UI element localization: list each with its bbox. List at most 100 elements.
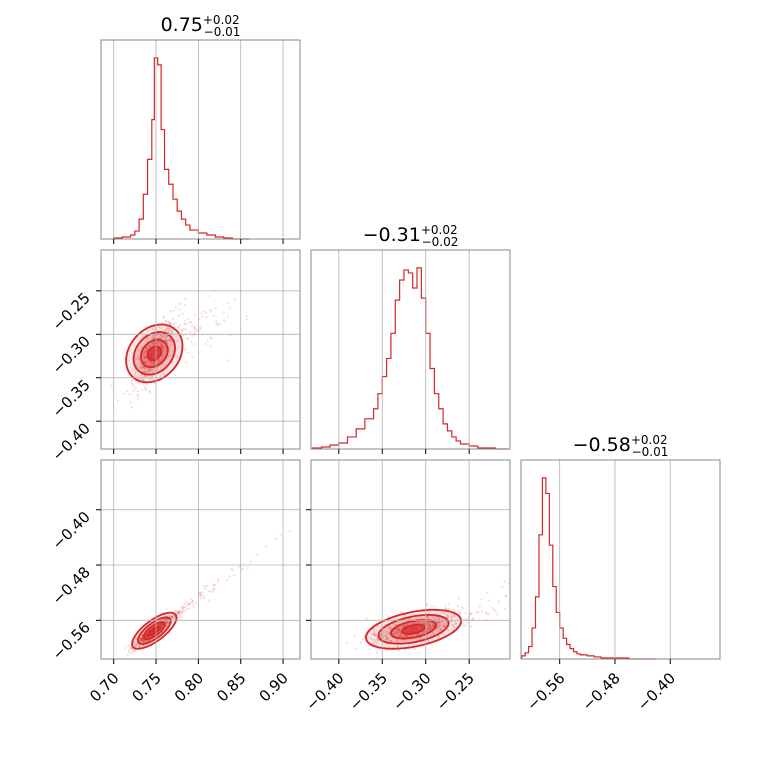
sample-point — [432, 625, 435, 628]
sample-point — [436, 628, 439, 631]
sample-point — [429, 625, 432, 628]
panel-frame-1-1 — [310, 249, 511, 450]
sample-point — [426, 623, 429, 627]
sample-point — [135, 641, 138, 645]
sample-point — [436, 626, 439, 629]
sample-point — [409, 638, 412, 641]
sample-point — [138, 638, 141, 641]
sample-point — [129, 401, 132, 404]
sample-point — [142, 644, 145, 647]
sample-point — [152, 369, 155, 372]
sample-point — [138, 358, 141, 361]
sample-point — [171, 614, 174, 617]
sample-point — [150, 364, 153, 367]
sample-point — [168, 338, 171, 341]
sample-point — [404, 639, 407, 642]
sample-point — [443, 607, 446, 611]
sample-point — [157, 359, 160, 362]
sample-point — [427, 627, 430, 630]
sample-point — [432, 633, 435, 636]
sample-point — [406, 623, 409, 626]
sample-point — [148, 368, 151, 371]
sample-point — [165, 340, 169, 343]
sample-point — [161, 354, 164, 357]
sample-point — [433, 624, 436, 627]
sample-point — [438, 621, 441, 624]
sample-point — [226, 301, 229, 305]
sample-point — [166, 331, 169, 334]
sample-point — [146, 633, 149, 636]
sample-point — [165, 335, 168, 338]
sample-point — [140, 637, 143, 640]
sample-point — [185, 322, 188, 325]
sample-point — [142, 370, 145, 373]
sample-point — [191, 603, 194, 606]
sample-point — [165, 327, 169, 330]
sample-point — [174, 322, 177, 325]
sample-point — [170, 329, 173, 332]
sample-point — [160, 345, 164, 348]
sample-point — [399, 633, 402, 636]
sample-point — [141, 378, 144, 381]
sample-point — [183, 348, 186, 351]
sample-point — [135, 642, 138, 646]
sample-point — [140, 367, 143, 370]
sample-point — [140, 367, 143, 370]
sample-point — [216, 323, 219, 326]
sample-point — [420, 620, 423, 623]
sample-point — [440, 629, 443, 632]
sample-point — [443, 612, 446, 615]
sample-point — [427, 622, 430, 626]
sample-point — [393, 623, 397, 627]
sample-point — [213, 314, 216, 317]
sample-point — [181, 329, 184, 332]
sample-point — [403, 649, 406, 652]
sample-point — [385, 634, 388, 638]
sample-point — [140, 637, 143, 640]
sample-point — [461, 606, 464, 609]
sample-point — [433, 605, 437, 608]
sample-point — [436, 623, 439, 626]
sample-point — [403, 624, 406, 627]
sample-point — [396, 639, 400, 642]
sample-point — [177, 611, 180, 615]
sample-point — [189, 340, 193, 343]
sample-point — [161, 342, 164, 345]
sample-point — [202, 310, 206, 313]
sample-point — [375, 628, 378, 632]
sample-point — [183, 609, 186, 612]
sample-point — [161, 347, 164, 350]
sample-point — [145, 369, 148, 372]
sample-point — [145, 632, 148, 635]
sample-point — [162, 316, 165, 319]
sample-point — [450, 617, 453, 620]
sample-point — [435, 628, 438, 631]
sample-point — [150, 368, 154, 371]
sample-point — [161, 354, 164, 357]
sample-point — [140, 637, 143, 640]
sample-point — [436, 625, 439, 628]
sample-point — [175, 335, 178, 338]
sample-point — [160, 334, 163, 338]
sample-point — [188, 603, 191, 606]
sample-point — [138, 366, 141, 369]
sample-point — [398, 628, 401, 632]
sample-point — [152, 361, 155, 364]
sample-point — [151, 343, 154, 346]
sample-point — [168, 328, 171, 331]
sample-point — [178, 614, 182, 617]
title-plus: +0.02 — [203, 13, 240, 27]
sample-point — [139, 638, 142, 642]
sample-point — [141, 639, 145, 642]
sample-point — [423, 621, 426, 624]
sample-point — [454, 623, 457, 626]
sample-point — [427, 622, 430, 625]
sample-point — [394, 632, 397, 635]
sample-point — [147, 635, 150, 638]
sample-point — [161, 622, 164, 625]
sample-point — [164, 620, 167, 623]
x-tick-label: 0.75 — [129, 669, 165, 705]
panel-title-0: 0.75+0.02 −0.01 — [161, 13, 241, 39]
sample-point — [503, 607, 506, 610]
